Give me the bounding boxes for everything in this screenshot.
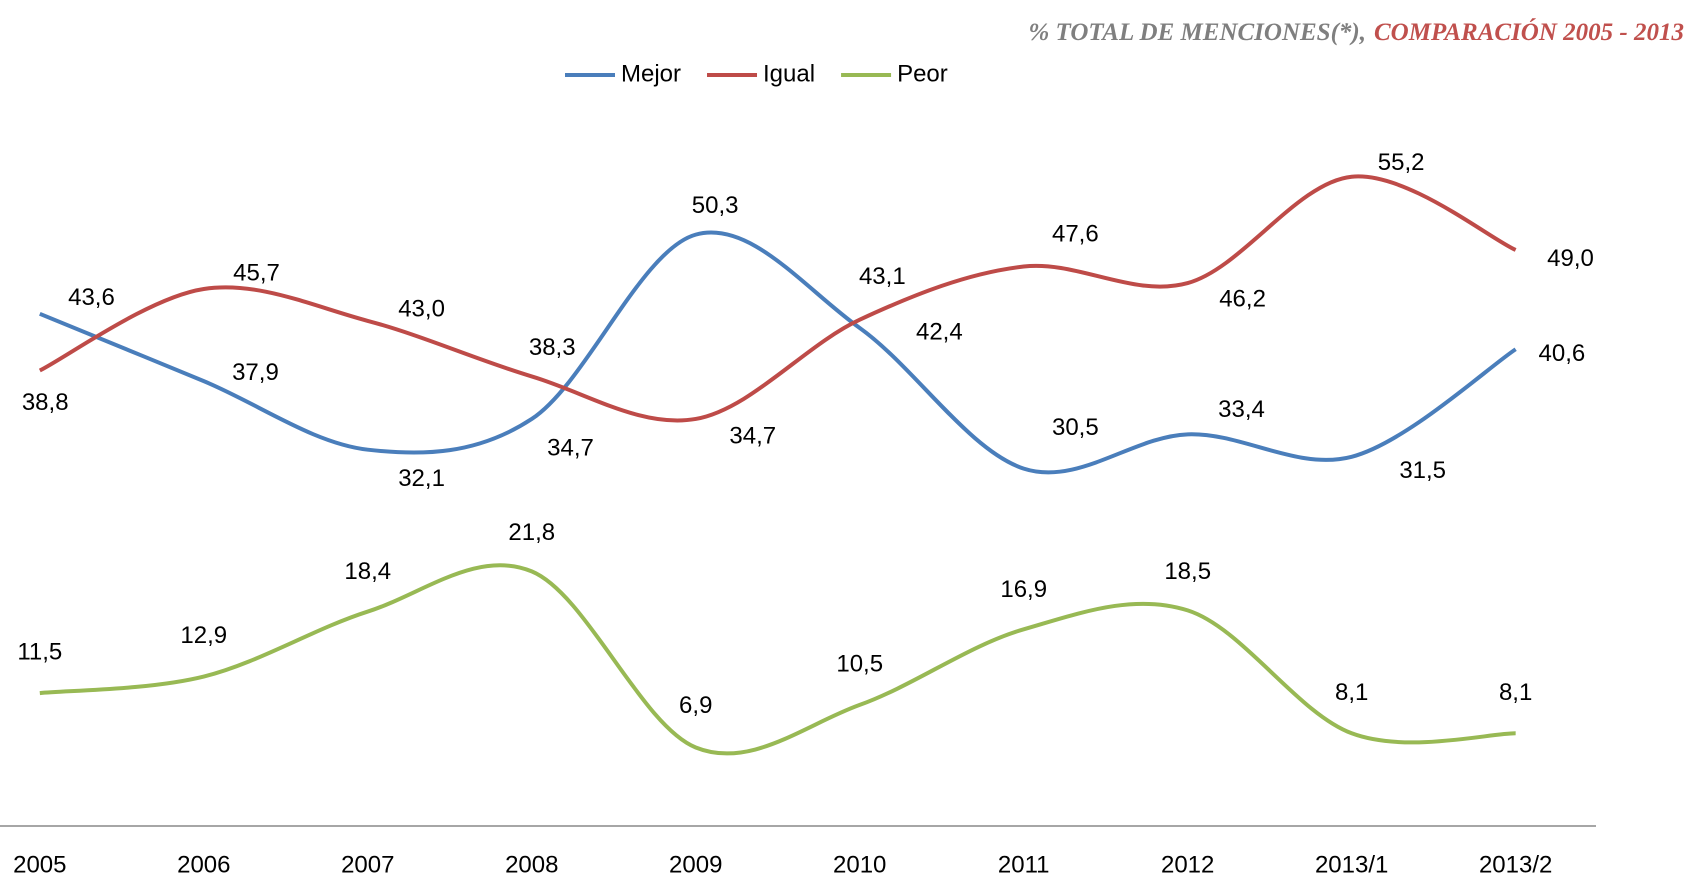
data-label: 43,0	[398, 295, 445, 322]
data-label: 34,7	[547, 434, 594, 461]
legend-label: Mejor	[621, 60, 681, 87]
series-line	[38, 174, 1517, 423]
data-label: 18,4	[344, 558, 391, 585]
x-tick-label: 2005	[13, 851, 66, 878]
x-tick-label: 2010	[833, 851, 886, 878]
data-label: 12,9	[180, 622, 227, 649]
data-label: 50,3	[692, 192, 739, 219]
series-line	[39, 563, 1516, 756]
data-label: 34,7	[729, 423, 776, 450]
data-label: 32,1	[398, 465, 445, 492]
chart-title-group: % TOTAL DE MENCIONES(*), COMPARACIÓN 2005…	[1028, 18, 1684, 46]
data-label: 37,9	[232, 359, 279, 386]
data-label: 18,5	[1164, 558, 1211, 585]
data-label: 31,5	[1399, 457, 1446, 484]
data-label: 8,1	[1335, 679, 1368, 706]
data-label: 49,0	[1547, 245, 1594, 272]
data-label: 8,1	[1499, 679, 1532, 706]
data-label: 21,8	[508, 519, 555, 546]
data-label: 55,2	[1378, 149, 1425, 176]
x-tick-label: 2006	[177, 851, 230, 878]
x-tick-label: 2012	[1161, 851, 1214, 878]
x-tick-label: 2013/1	[1315, 851, 1388, 878]
data-label: 38,3	[529, 334, 576, 361]
data-label: 38,8	[22, 389, 69, 416]
data-label: 45,7	[233, 259, 280, 286]
data-label: 40,6	[1539, 340, 1586, 367]
data-label: 11,5	[17, 639, 62, 666]
chart-subtitle: COMPARACIÓN 2005 - 2013	[1374, 18, 1684, 46]
x-tick-label: 2013/2	[1479, 851, 1552, 878]
x-tick-label: 2011	[998, 851, 1050, 878]
data-label: 42,4	[916, 319, 963, 346]
chart-title: % TOTAL DE MENCIONES(*),	[1028, 19, 1366, 46]
data-label: 43,1	[859, 263, 906, 290]
legend-label: Peor	[897, 60, 948, 87]
data-label: 10,5	[836, 650, 883, 677]
x-tick-label: 2007	[341, 851, 394, 878]
data-label: 6,9	[679, 692, 712, 719]
data-label: 33,4	[1218, 396, 1265, 423]
data-label: 30,5	[1052, 414, 1099, 441]
x-tick-label: 2008	[505, 851, 558, 878]
legend-label: Igual	[763, 60, 815, 87]
data-label: 46,2	[1219, 286, 1266, 313]
data-label: 47,6	[1052, 221, 1099, 248]
x-tick-label: 2009	[669, 851, 722, 878]
data-label: 16,9	[1000, 576, 1047, 603]
data-label: 43,6	[68, 284, 115, 311]
series-line	[39, 230, 1517, 475]
